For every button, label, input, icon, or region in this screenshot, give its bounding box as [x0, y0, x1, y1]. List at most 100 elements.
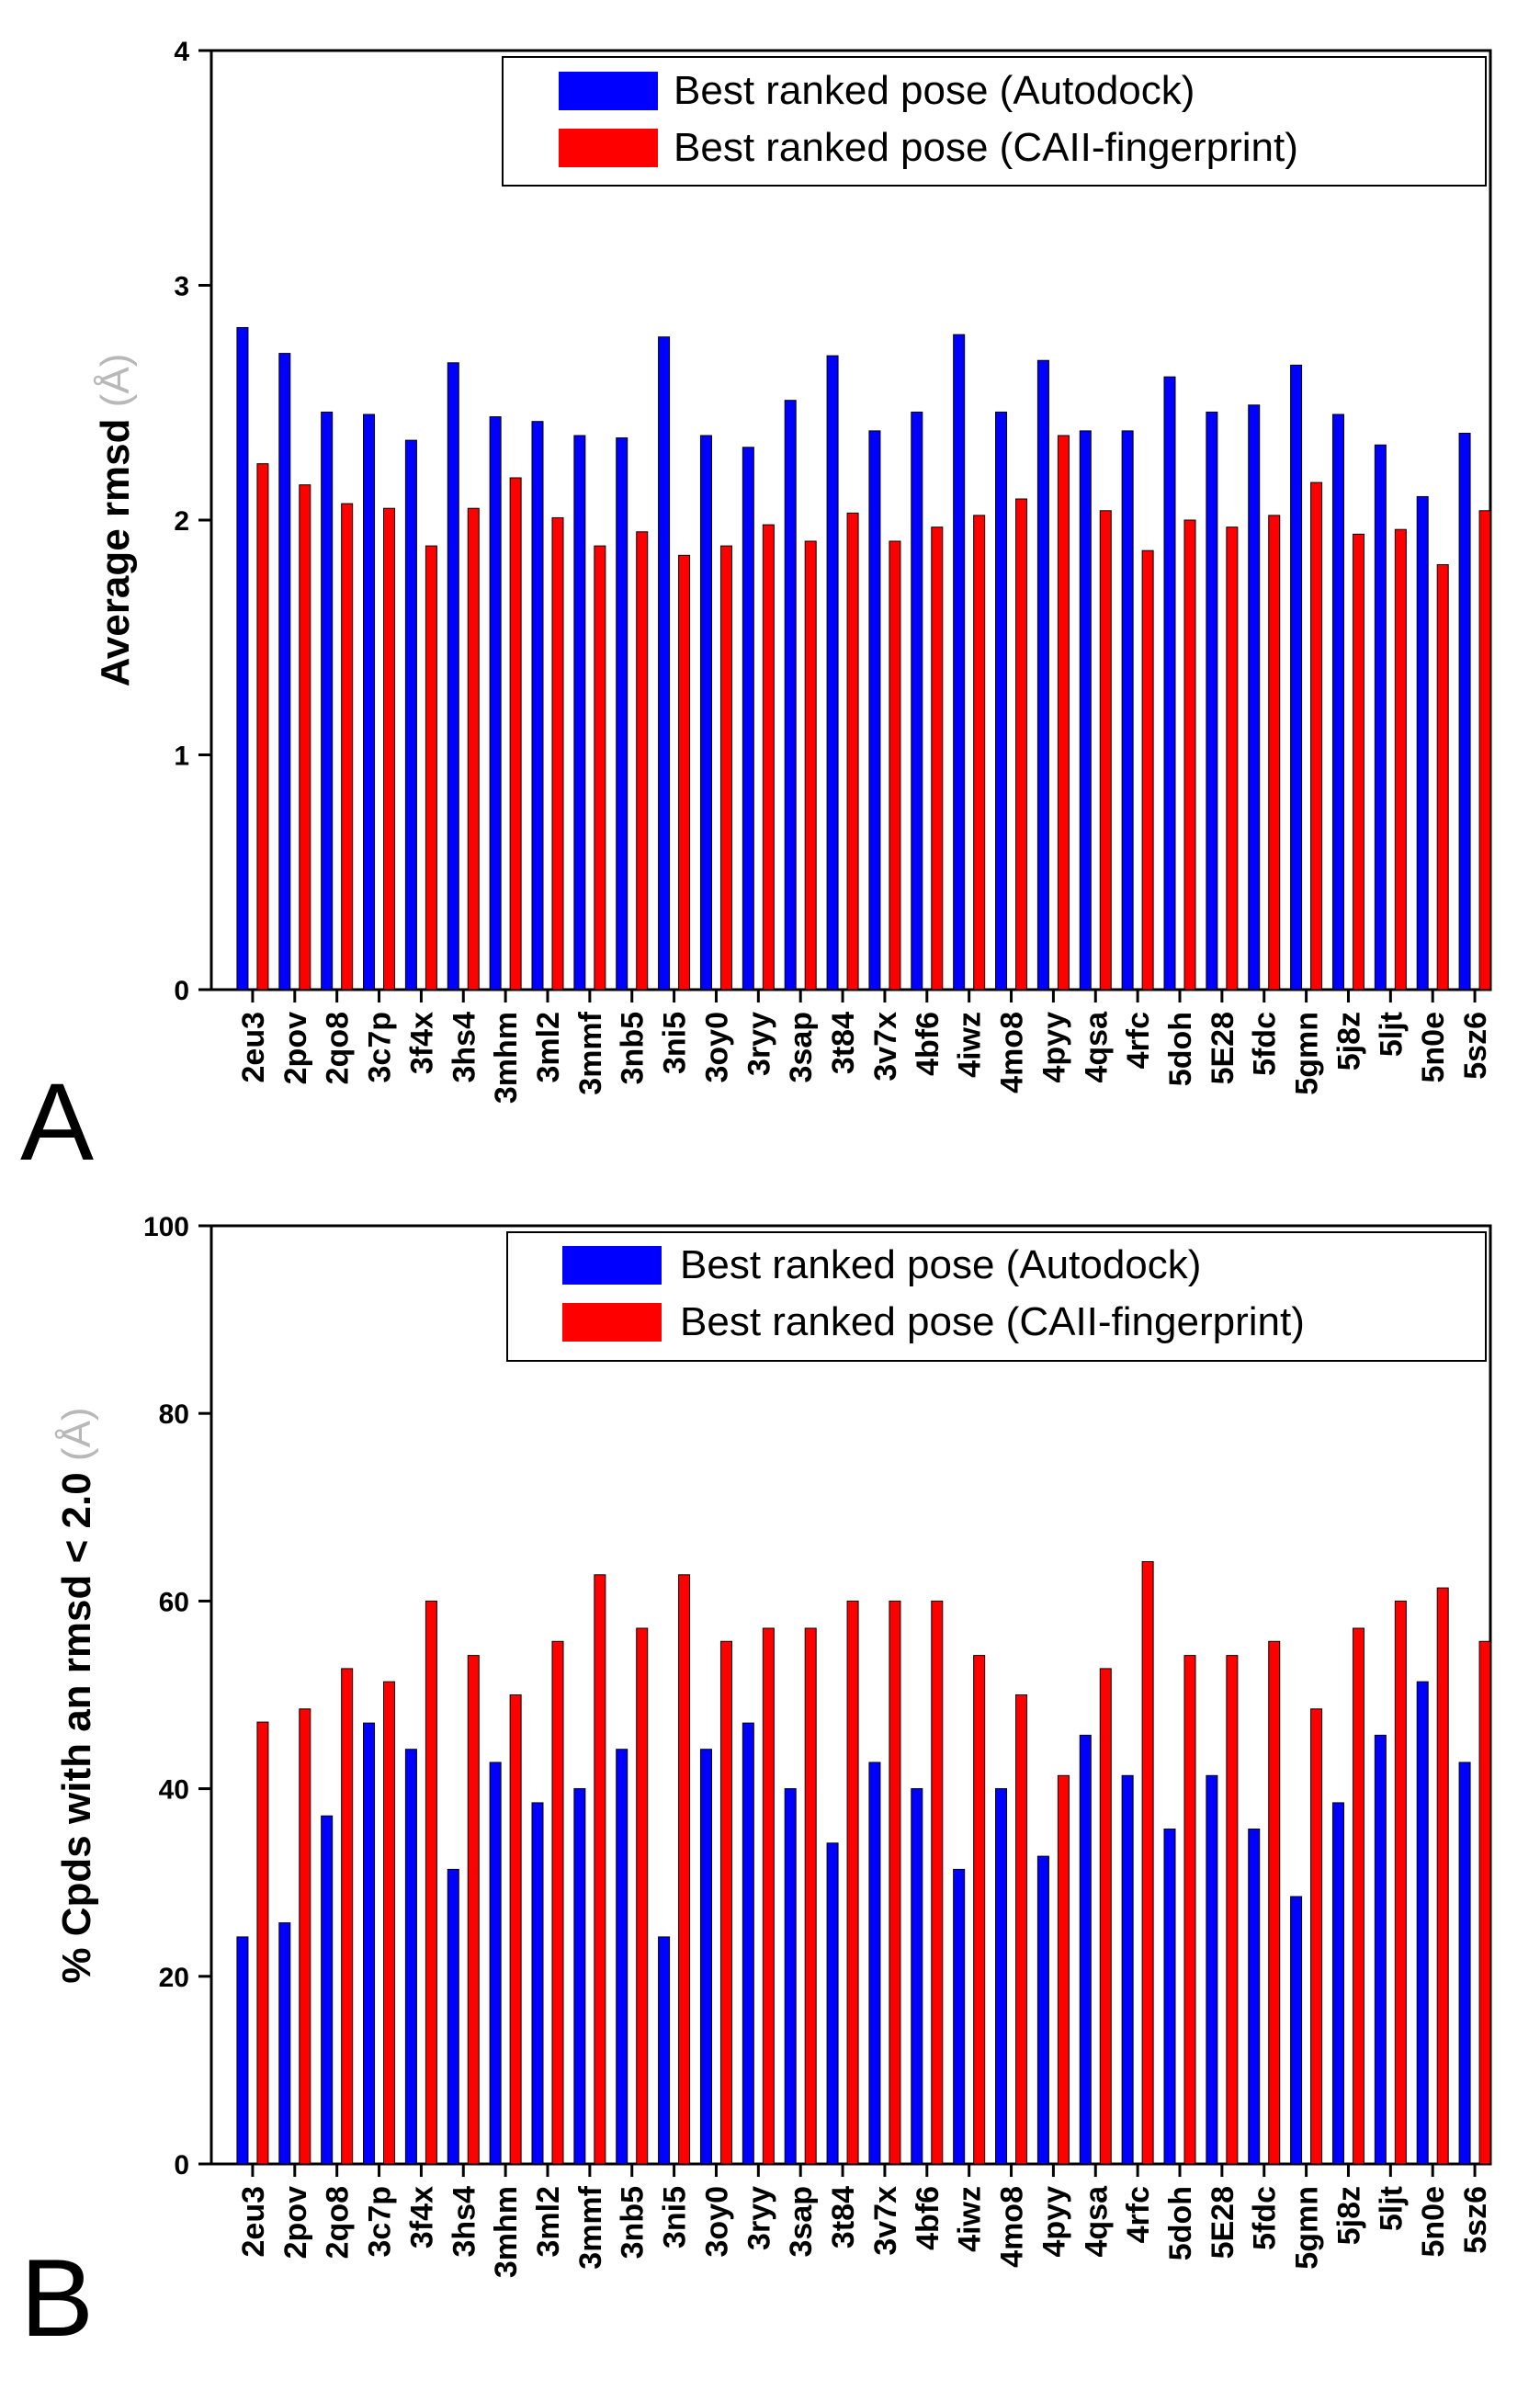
- panel-b-bar-autodock-4iwz: [953, 1868, 966, 2165]
- panel-b-bar-autodock-5fdc: [1248, 1829, 1261, 2165]
- panel-b-bar-autodock-5sz6: [1458, 1761, 1471, 2165]
- panel-a-bar-autodock-3mhm: [489, 416, 502, 991]
- panel-a-x-tick-label: 3nb5: [616, 1012, 651, 1084]
- panel-a-bar-fingerprint-3c7p: [383, 507, 396, 991]
- panel-b-legend-swatch-fingerprint: [562, 1303, 662, 1342]
- panel-b-bar-autodock-3mhm: [489, 1761, 502, 2165]
- panel-b-x-tick-label: 5sz6: [1458, 2186, 1493, 2254]
- panel-a-bar-autodock-3v7x: [868, 430, 881, 991]
- panel-b-x-tick-label: 3f4x: [404, 2186, 439, 2248]
- panel-a-x-tick-label: 3ryy: [742, 1012, 776, 1076]
- panel-a-x-tick-label: 3ml2: [531, 1012, 566, 1083]
- panel-b-x-axis: 2eu3 2pov 2qo8 3c7p 3f4x 3hs4 3mhm 3ml2 3mmf 3nb5…: [236, 2164, 1493, 2278]
- panel-a-x-tick-label: 2pov: [278, 1012, 313, 1084]
- panel-b-bar-fingerprint-3ryy: [762, 1627, 775, 2165]
- panel-a-bar-autodock-3sap: [784, 400, 797, 991]
- panel-b-y-tick-label: 0: [174, 2150, 189, 2180]
- panel-a-x-tick-label: 3ni5: [658, 1012, 693, 1074]
- panel-a: 0 1 2 3 4 2eu3 2pov 2qo8 3c7p 3f4x 3hs4 3mhm 3ml2 3m…: [20, 37, 1493, 1184]
- panel-b-x-tick-label: 4bf6: [911, 2186, 946, 2250]
- panel-a-x-tick-label: 5ljt: [1374, 1012, 1409, 1057]
- panel-b-bar-autodock-5E28: [1206, 1774, 1218, 2165]
- panel-b-bar-fingerprint-3ml2: [551, 1640, 564, 2165]
- panel-a-bar-fingerprint-5j8z: [1352, 533, 1364, 991]
- panel-b-x-tick-label: 5fdc: [1248, 2186, 1283, 2250]
- panel-b-x-tick-label: 5n0e: [1416, 2186, 1451, 2258]
- panel-a-x-tick-label: 3mhm: [489, 1012, 524, 1104]
- panel-a-bar-fingerprint-4bf6: [931, 527, 944, 991]
- panel-a-bar-fingerprint-5E28: [1226, 527, 1239, 991]
- panel-a-y-axis: 0 1 2 3 4: [174, 37, 211, 1006]
- panel-a-bar-autodock-3hs4: [447, 362, 459, 991]
- panel-b-x-tick-label: 3c7p: [363, 2186, 398, 2258]
- panel-b-legend-label-autodock: Best ranked pose (Autodock): [680, 1242, 1201, 1287]
- panel-b-bar-autodock-5doh: [1163, 1829, 1176, 2165]
- panel-b-bar-autodock-3ryy: [742, 1722, 754, 2165]
- panel-a-x-axis: 2eu3 2pov 2qo8 3c7p 3f4x 3hs4 3mhm 3ml2 3mmf 3nb5…: [236, 990, 1493, 1104]
- panel-a-x-tick-label: 4mo8: [995, 1012, 1030, 1093]
- panel-b-bar-autodock-3c7p: [363, 1722, 376, 2165]
- panel-a-y-tick-label: 2: [174, 506, 189, 537]
- panel-a-x-tick-label: 2eu3: [236, 1012, 271, 1083]
- panel-a-x-tick-label: 2qo8: [321, 1012, 356, 1084]
- panel-a-x-tick-label: 3sap: [784, 1012, 819, 1083]
- panel-a-bar-fingerprint-2pov: [299, 484, 311, 991]
- panel-b-bars: [236, 1561, 1491, 2165]
- panel-b-x-tick-label: 2eu3: [236, 2186, 271, 2258]
- panel-a-bar-fingerprint-5sz6: [1478, 510, 1491, 991]
- panel-a-legend-swatch-autodock: [559, 72, 658, 110]
- panel-a-bar-autodock-4qsa: [1079, 430, 1092, 991]
- panel-b-bar-autodock-3mmf: [573, 1788, 586, 2165]
- panel-b-bar-fingerprint-5gmn: [1310, 1708, 1323, 2165]
- panel-a-letter: A: [20, 1060, 94, 1184]
- panel-a-bar-autodock-4mo8: [995, 411, 1008, 991]
- panel-b-bar-fingerprint-3sap: [804, 1627, 817, 2165]
- panel-a-y-tick-label: 4: [174, 37, 189, 67]
- panel-b-bar-fingerprint-3ni5: [678, 1574, 691, 2165]
- panel-a-x-tick-label: 3f4x: [404, 1012, 439, 1074]
- panel-a-bar-autodock-5doh: [1163, 376, 1176, 991]
- panel-b-y-tick-label: 100: [143, 1212, 189, 1242]
- panel-a-bar-autodock-5j8z: [1331, 413, 1344, 991]
- panel-a-x-tick-label: 3hs4: [447, 1012, 481, 1083]
- panel-a-bar-fingerprint-4mo8: [1015, 498, 1028, 991]
- panel-a-bar-fingerprint-3t84: [846, 512, 859, 991]
- panel-b-bar-fingerprint-4iwz: [973, 1655, 986, 2165]
- panel-b-y-tick-label: 80: [159, 1399, 189, 1430]
- panel-b-bar-autodock-2pov: [278, 1922, 291, 2165]
- panel-b-bar-fingerprint-5j8z: [1352, 1627, 1364, 2165]
- panel-b-bar-autodock-5gmn: [1290, 1896, 1303, 2165]
- panel-a-bar-fingerprint-3sap: [804, 540, 817, 991]
- panel-b-bar-autodock-3oy0: [699, 1749, 712, 2165]
- panel-a-y-axis-unit: (Å): [93, 354, 138, 408]
- panel-a-x-tick-label: 5doh: [1163, 1012, 1198, 1086]
- panel-b-x-tick-label: 3ml2: [531, 2186, 566, 2258]
- panel-a-y-tick-label: 1: [174, 742, 189, 772]
- panel-b-bar-autodock-3nb5: [616, 1749, 628, 2165]
- panel-b-x-tick-label: 4qsa: [1079, 2185, 1114, 2258]
- panel-a-bar-autodock-5fdc: [1248, 404, 1261, 991]
- panel-b-x-tick-label: 5j8z: [1331, 2186, 1366, 2245]
- panel-a-legend: Best ranked pose (Autodock) Best ranked …: [502, 56, 1487, 187]
- panel-b-y-axis-unit: (Å): [54, 1407, 99, 1461]
- panel-b-bar-autodock-5n0e: [1416, 1681, 1429, 2165]
- panel-a-legend-swatch-fingerprint: [559, 129, 658, 167]
- panel-a-bar-autodock-5E28: [1206, 411, 1218, 991]
- panel-b-x-tick-label: 3ni5: [658, 2186, 693, 2248]
- panel-a-bar-autodock-5gmn: [1290, 364, 1303, 991]
- panel-b-x-tick-label: 5doh: [1163, 2186, 1198, 2260]
- panel-b: 0 20 40 60 80 100 2eu3 2pov 2qo8 3c7p 3f4x 3hs4 3mh…: [20, 1212, 1493, 2360]
- panel-b-bar-fingerprint-5n0e: [1436, 1587, 1449, 2165]
- panel-a-bar-fingerprint-3mhm: [509, 477, 522, 991]
- panel-a-bar-autodock-3t84: [826, 355, 839, 991]
- panel-b-bar-autodock-2eu3: [236, 1936, 249, 2165]
- panel-a-x-tick-label: 4bf6: [911, 1012, 946, 1076]
- panel-b-bar-fingerprint-5doh: [1183, 1655, 1196, 2165]
- panel-b-bar-fingerprint-2qo8: [341, 1668, 354, 2165]
- panel-b-bar-fingerprint-3t84: [846, 1600, 859, 2165]
- panel-a-x-tick-label: 4pyy: [1036, 1012, 1071, 1083]
- panel-b-legend-box: [506, 1231, 1487, 1362]
- panel-a-x-tick-label: 3oy0: [699, 1012, 734, 1083]
- panel-b-x-tick-label: 3v7x: [868, 2186, 903, 2256]
- panel-a-bar-autodock-2qo8: [321, 411, 334, 991]
